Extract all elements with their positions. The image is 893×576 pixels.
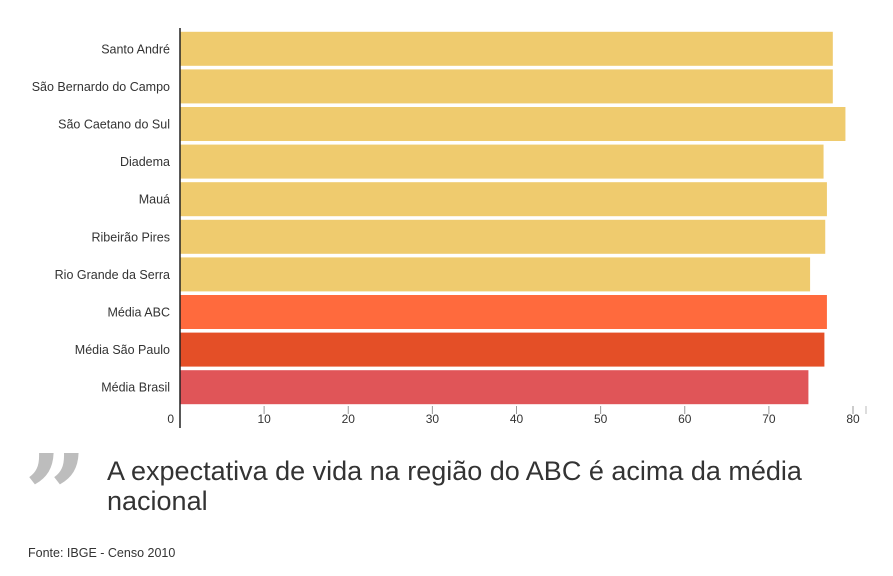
bar-3	[180, 144, 824, 179]
quote-icon: ”	[24, 430, 88, 559]
category-label: Média São Paulo	[75, 343, 170, 357]
x-tick-label: 40	[510, 412, 524, 426]
category-label: Média ABC	[107, 306, 170, 320]
x-tick-label: 50	[594, 412, 608, 426]
category-label: Média Brasil	[101, 381, 170, 395]
bar-4	[180, 182, 827, 217]
bar-2	[180, 107, 846, 141]
bar-1	[180, 69, 833, 104]
bar-chart: Santo André São Bernardo do Campo São Caet…	[32, 28, 867, 428]
x-tick-label: 0	[167, 412, 174, 426]
quote-text: A expectativa de vida na região do ABC é…	[107, 456, 802, 516]
category-label: São Caetano do Sul	[58, 118, 170, 132]
category-label: Santo André	[101, 42, 170, 56]
bar-0	[180, 31, 833, 66]
category-label: Ribeirão Pires	[91, 230, 170, 244]
bar-7	[180, 295, 827, 329]
x-tick-label: 30	[426, 412, 440, 426]
x-axis-ticks: 0 10 20 30 40 50 60 70 80	[167, 406, 867, 426]
x-tick-label: 60	[678, 412, 692, 426]
bar-8	[180, 332, 825, 367]
category-label: Mauá	[139, 193, 170, 207]
x-tick-label: 10	[257, 412, 271, 426]
bars-group	[180, 31, 846, 405]
category-label: Rio Grande da Serra	[55, 268, 170, 282]
x-tick-label: 20	[342, 412, 356, 426]
bar-5	[180, 219, 826, 254]
bar-9	[180, 370, 809, 405]
x-tick-label: 80	[846, 412, 860, 426]
x-tick-label: 70	[762, 412, 776, 426]
category-label: Diadema	[120, 155, 170, 169]
bar-6	[180, 257, 811, 292]
category-labels: Santo André São Bernardo do Campo São Caet…	[32, 42, 170, 394]
category-label: São Bernardo do Campo	[32, 80, 170, 94]
source-note: Fonte: IBGE - Censo 2010	[28, 546, 176, 560]
